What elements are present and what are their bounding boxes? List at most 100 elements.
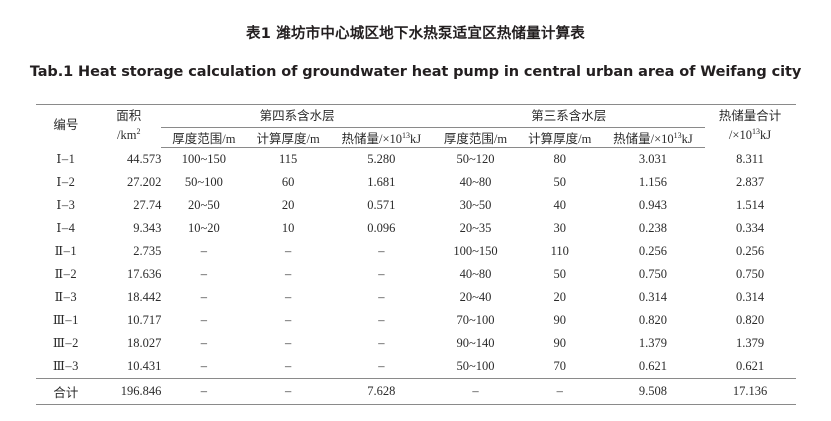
total-cell-quaternary-heat: 7.628 [329, 378, 433, 405]
cell-total-heat: 0.256 [735, 243, 765, 258]
cell-area: 10.717 [126, 312, 162, 327]
header-id: 编号 [35, 103, 97, 148]
cell-total-heat: 0.314 [735, 289, 765, 304]
cell-quaternary-thickness: – [285, 312, 292, 327]
cell-tertiary-thickness: 20 [553, 289, 566, 304]
header-q-thickness: 计算厚度/m [246, 127, 330, 148]
cell-tertiary-thickness: 90 [553, 312, 566, 327]
cell-quaternary-thickness: – [285, 243, 292, 258]
cell-total-heat: 2.837 [735, 174, 765, 189]
cell-id: Ⅰ–3 [56, 198, 76, 213]
cell-tertiary-range: 30~50 [459, 197, 492, 212]
cell-quaternary-thickness: – [285, 266, 292, 281]
cell-quaternary-thickness: – [246, 354, 330, 379]
header-q-heat-exponent: 13 [402, 130, 411, 140]
header-t-range: 厚度范围/m [432, 127, 519, 148]
table-foot: 合计 196.846– –7.628– –9.508 17.136 [35, 378, 796, 405]
cell-tertiary-range: 90~140 [456, 335, 495, 350]
table-title-english: Tab.1 Heat storage calculation of ground… [29, 64, 802, 81]
cell-total-heat: 1.514 [735, 197, 765, 212]
total-cell-id: 合计 [35, 378, 97, 405]
cell-tertiary-heat: 0.820 [638, 312, 667, 327]
cell-quaternary-range: – [200, 289, 208, 304]
cell-tertiary-heat: 0.256 [638, 243, 667, 258]
table-row: Ⅰ–4 9.343 10~20 10 0.096 20~35 30 0.238 0.334 [36, 217, 796, 240]
cell-id: Ⅰ–2 [56, 175, 76, 190]
cell-quaternary-thickness: 10 [281, 220, 295, 235]
total-cell-tertiary-thickness: – [518, 378, 602, 405]
header-group-quaternary: 第四系含水层 [161, 103, 433, 128]
group-span-rule-tertiary [432, 126, 705, 128]
cell-tertiary-range: 20~35 [459, 220, 492, 235]
cell-id: Ⅱ–1 [54, 244, 78, 259]
cell-quaternary-heat: – [378, 289, 385, 304]
cell-area: 17.636 [126, 266, 162, 281]
header-q-range: 厚度范围/m [161, 127, 247, 148]
cell-total-heat: 0.334 [735, 220, 765, 235]
header-total-line2: /×1013kJ [728, 126, 772, 143]
cell-tertiary-heat: 1.156 [638, 174, 667, 189]
cell-quaternary-thickness: 115 [278, 151, 298, 166]
table-row: Ⅲ–3 10.431– – –50~100 70 0.621 0.621 [35, 354, 796, 379]
cell-id: Ⅲ–3 [35, 354, 97, 379]
cell-quaternary-heat: – [378, 312, 385, 327]
cell-tertiary-range: 40~80 [459, 266, 492, 281]
table-head: 编号 面积 /km2 第四系含水层 第三系含水层 热储量合计 [35, 103, 796, 148]
cell-tertiary-thickness: 50 [553, 174, 566, 189]
cell-quaternary-heat: 1.681 [367, 174, 396, 189]
cell-tertiary-range: 40~80 [459, 174, 492, 189]
header-group-quaternary-label: 第四系含水层 [259, 108, 335, 123]
total-cell-total-heat: 17.136 [704, 378, 796, 405]
cell-area: 44.573 [126, 151, 162, 166]
cell-quaternary-range: 10~20 [188, 220, 220, 235]
cell-tertiary-range: 20~40 [459, 289, 492, 304]
total-cell-tertiary-heat: 9.508 [601, 378, 705, 405]
table-row: Ⅰ–2 27.202 50~100 60 1.681 40~80 50 1.156 2.837 [36, 171, 796, 194]
cell-tertiary-range: 50~100 [432, 354, 519, 379]
cell-quaternary-heat: – [378, 335, 385, 350]
cell-quaternary-thickness: 60 [281, 174, 295, 189]
header-area-exponent: 2 [136, 126, 141, 136]
header-t-heat: 热储量/×1013kJ [601, 127, 705, 148]
cell-quaternary-range: 50~100 [184, 174, 223, 189]
cell-tertiary-heat: 0.943 [638, 197, 667, 212]
cell-quaternary-range: 20~50 [188, 197, 220, 212]
cell-tertiary-range: 100~150 [453, 243, 498, 258]
header-group-tertiary-label: 第三系含水层 [531, 108, 607, 123]
table-container: 编号 面积 /km2 第四系含水层 第三系含水层 热储量合计 [35, 103, 796, 405]
table-row: Ⅲ–2 18.027 – – – 90~140 90 1.379 1.379 [36, 332, 796, 355]
table-row: Ⅱ–3 18.442 – – – 20~40 20 0.314 0.314 [36, 286, 796, 309]
cell-quaternary-range: – [200, 243, 208, 258]
total-cell-quaternary-thickness: – [246, 378, 330, 405]
header-sub-row: 厚度范围/m 计算厚度/m 热储量/×1013kJ 厚度范围/m 计算厚度/m … [36, 127, 796, 148]
cell-quaternary-range: – [200, 335, 208, 350]
total-cell-quaternary-range: – [161, 378, 247, 405]
header-total-heat-storage: 热储量合计 /×1013kJ [704, 103, 796, 148]
cell-area: 18.027 [126, 335, 162, 350]
header-t-thickness: 计算厚度/m [518, 127, 602, 148]
total-cell-area: 196.846 [96, 378, 162, 405]
header-area-line2: /km2 [117, 126, 141, 143]
cell-tertiary-thickness: 40 [553, 197, 566, 212]
header-group-row: 编号 面积 /km2 第四系含水层 第三系含水层 热储量合计 [35, 103, 796, 148]
cell-tertiary-range: 70~100 [456, 312, 495, 327]
cell-id: Ⅲ–1 [52, 313, 79, 328]
cell-quaternary-range: – [200, 312, 208, 327]
cell-id: Ⅰ–1 [56, 152, 76, 167]
cell-quaternary-thickness: – [285, 289, 292, 304]
cell-quaternary-thickness: – [285, 335, 292, 350]
cell-tertiary-heat: 0.238 [638, 220, 667, 235]
cell-quaternary-heat: – [329, 354, 433, 379]
cell-id: Ⅲ–2 [52, 336, 79, 351]
cell-quaternary-range: – [200, 266, 208, 281]
cell-total-heat: 0.750 [735, 266, 765, 281]
cell-tertiary-range: 50~120 [456, 151, 495, 166]
header-area-line1: 面积 [116, 108, 142, 123]
cell-quaternary-range: 100~150 [181, 151, 227, 166]
cell-tertiary-heat: 0.314 [638, 289, 667, 304]
cell-area: 10.431 [96, 354, 162, 379]
total-cell-tertiary-range: – [432, 378, 519, 405]
cell-tertiary-thickness: 80 [553, 151, 566, 166]
table-row: Ⅰ–1 44.573 100~150 115 5.280 50~120 80 3.031 8.3… [36, 147, 796, 171]
